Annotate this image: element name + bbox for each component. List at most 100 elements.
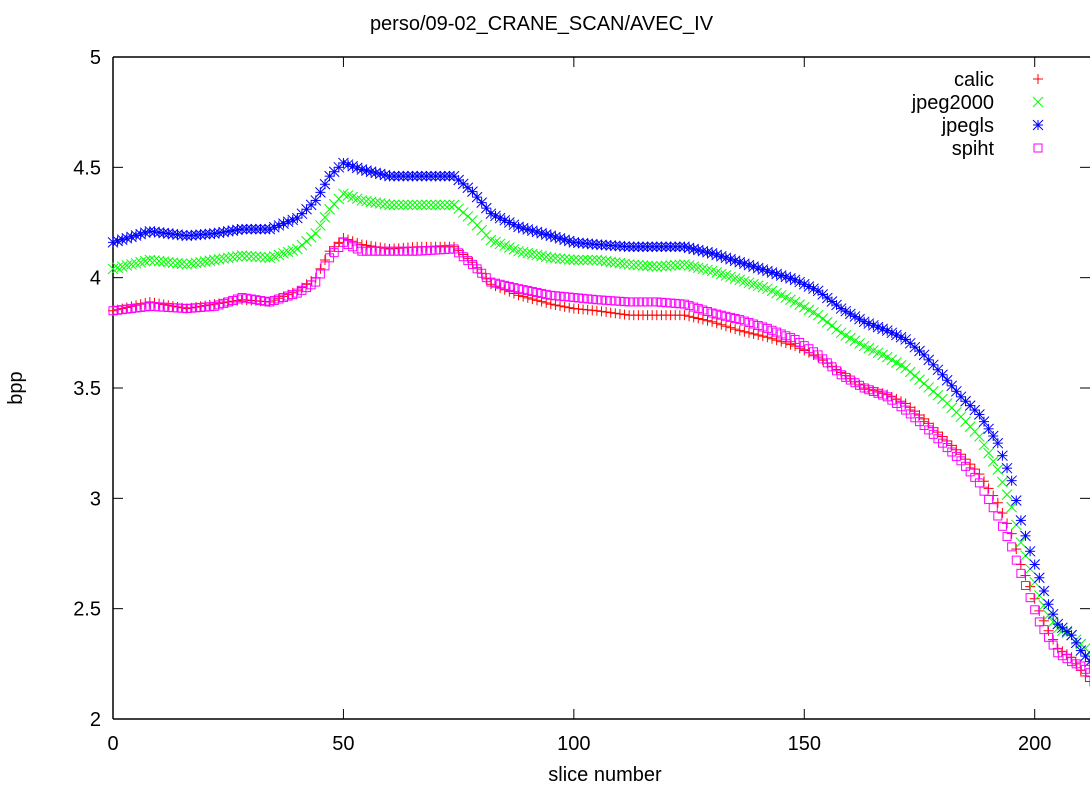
point-spiht — [1080, 664, 1090, 674]
legend-label-jpegls: jpegls — [941, 115, 994, 137]
point-calic — [1020, 570, 1031, 581]
point-spiht — [868, 387, 878, 397]
point-calic — [126, 301, 137, 312]
point-spiht — [1067, 657, 1077, 667]
point-spiht — [306, 280, 316, 290]
point-jpeg2000 — [218, 253, 229, 264]
point-spiht — [1030, 605, 1040, 615]
point-spiht — [541, 289, 551, 299]
point-spiht — [251, 295, 261, 305]
point-jpeg2000 — [379, 198, 391, 210]
point-jpeg2000 — [296, 239, 308, 251]
point-spiht — [113, 305, 123, 315]
point-jpeg2000 — [457, 207, 469, 218]
point-spiht — [675, 299, 685, 309]
point-spiht — [896, 402, 906, 412]
point-calic — [859, 383, 870, 393]
point-spiht — [325, 253, 335, 263]
point-spiht — [620, 297, 630, 307]
point-spiht — [629, 297, 639, 307]
x-tick-label: 0 — [107, 733, 118, 755]
point-spiht — [550, 291, 560, 301]
point-spiht — [334, 243, 344, 253]
point-jpeg2000 — [167, 257, 179, 269]
point-spiht — [1007, 542, 1017, 552]
point-jpeg2000 — [665, 260, 676, 271]
point-calic — [462, 253, 473, 264]
point-spiht — [200, 302, 210, 312]
point-calic — [366, 241, 377, 252]
point-spiht — [532, 287, 542, 297]
point-spiht — [491, 278, 501, 288]
point-calic — [453, 245, 464, 256]
point-jpegls — [467, 186, 478, 197]
point-calic — [697, 314, 708, 325]
point-spiht — [643, 297, 653, 307]
point-calic — [923, 418, 934, 429]
point-jpegls — [1006, 475, 1018, 487]
point-spiht — [182, 304, 192, 314]
point-calic — [743, 327, 754, 338]
point-jpegls — [144, 225, 156, 237]
point-jpeg2000 — [527, 248, 538, 260]
point-spiht — [500, 280, 510, 290]
point-jpeg2000 — [927, 385, 939, 397]
point-jpeg2000 — [573, 254, 584, 266]
series-jpegls — [107, 157, 1090, 667]
point-jpegls — [1020, 530, 1031, 542]
point-jpegls — [978, 416, 990, 428]
point-calic — [974, 469, 985, 480]
point-calic — [449, 241, 460, 252]
point-calic — [873, 386, 884, 397]
point-spiht — [412, 246, 422, 256]
point-spiht — [1034, 617, 1044, 627]
point-spiht — [255, 295, 265, 305]
point-spiht — [292, 288, 302, 298]
point-jpegls — [153, 227, 165, 238]
point-spiht — [223, 297, 233, 307]
point-jpeg2000 — [531, 249, 543, 261]
point-spiht — [117, 305, 127, 315]
point-jpeg2000 — [1038, 600, 1050, 611]
point-calic — [264, 296, 275, 307]
point-spiht — [122, 304, 132, 314]
point-spiht — [689, 302, 699, 312]
point-jpegls — [1080, 650, 1090, 662]
point-spiht — [246, 294, 256, 304]
point-jpegls — [946, 380, 958, 392]
point-jpeg2000 — [434, 199, 446, 211]
point-spiht — [560, 292, 570, 302]
point-spiht — [569, 293, 579, 303]
point-jpeg2000 — [983, 447, 994, 459]
point-jpegls — [997, 450, 1008, 462]
point-spiht — [726, 312, 736, 322]
point-spiht — [417, 246, 427, 256]
point-jpegls — [310, 195, 322, 206]
y-tick-label: 5 — [90, 47, 101, 69]
point-jpeg2000 — [130, 257, 142, 269]
point-calic — [108, 305, 118, 316]
point-spiht — [707, 308, 717, 318]
point-calic — [679, 310, 690, 321]
point-jpeg2000 — [416, 199, 428, 211]
point-jpegls — [550, 231, 561, 243]
point-jpeg2000 — [669, 259, 681, 271]
point-spiht — [767, 325, 777, 335]
point-calic — [605, 307, 616, 318]
point-calic — [928, 422, 939, 433]
point-jpegls — [218, 226, 229, 238]
point-spiht — [389, 246, 399, 256]
point-jpeg2000 — [162, 256, 174, 268]
point-calic — [1048, 634, 1059, 645]
point-jpeg2000 — [918, 378, 930, 389]
point-spiht — [426, 245, 436, 255]
point-spiht — [283, 291, 293, 301]
point-jpegls — [794, 276, 806, 288]
point-spiht — [196, 302, 206, 312]
point-spiht — [873, 388, 883, 398]
point-jpegls — [476, 197, 488, 208]
point-jpeg2000 — [185, 258, 197, 270]
point-jpeg2000 — [361, 195, 372, 207]
point-spiht — [712, 309, 722, 319]
point-jpegls — [904, 337, 916, 349]
